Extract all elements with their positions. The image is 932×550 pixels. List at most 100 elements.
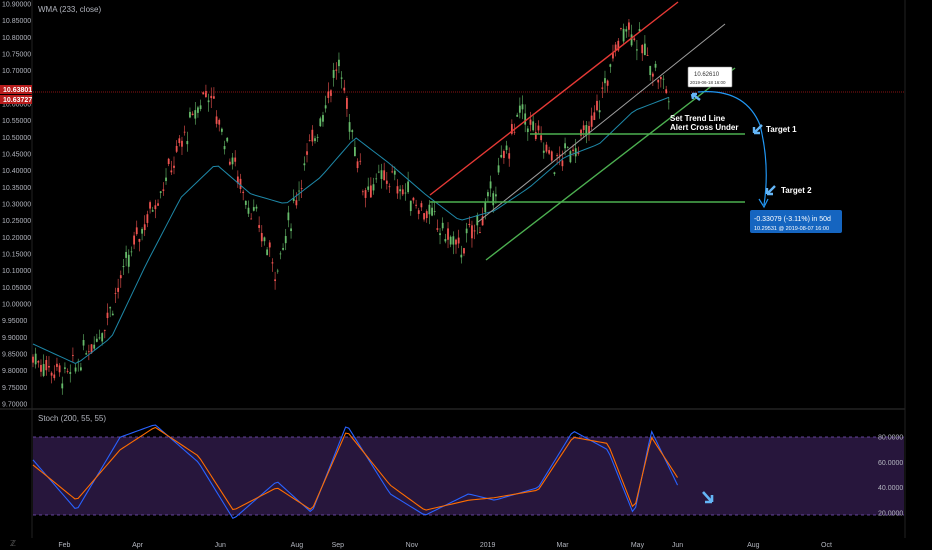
candle-body	[537, 125, 540, 131]
candle-body	[455, 239, 457, 245]
candle-body	[111, 313, 114, 316]
candle-body	[74, 367, 77, 372]
candle-body	[593, 112, 596, 120]
price-tick-label: 10.10000	[2, 268, 31, 275]
candle-body	[186, 141, 189, 145]
price-tick-label: 10.35000	[2, 185, 31, 192]
candle-body	[101, 333, 104, 342]
candle-body	[396, 186, 399, 194]
candle-body	[643, 43, 646, 56]
x-tick-label: Apr	[132, 542, 144, 549]
projection-curve[interactable]	[697, 91, 767, 206]
candle-body	[213, 96, 215, 99]
candle-body	[524, 113, 527, 125]
candle-body	[306, 151, 308, 155]
measure-box[interactable]: -0.33079 (-3.11%) in 50d 10.29531 @ 2019…	[750, 210, 842, 233]
candle-body	[292, 198, 295, 201]
svg-text:ℤ: ℤ	[10, 539, 16, 548]
stoch-tick-label: 20.0000	[878, 510, 903, 517]
candle-body	[444, 239, 447, 242]
candle-body	[191, 113, 194, 116]
x-tick-label: Jun	[215, 542, 226, 549]
trend-line-gray[interactable]	[477, 23, 726, 223]
candle-body	[646, 55, 649, 56]
wma-line	[32, 96, 670, 365]
zoom-icon[interactable]: ℤ	[10, 539, 16, 548]
stoch-tick-label: 80.0000	[878, 435, 903, 442]
candle-body	[119, 275, 122, 279]
candle-body	[385, 180, 388, 184]
x-tick-label: Oct	[821, 542, 832, 549]
candle-body	[521, 104, 524, 110]
candle-body	[274, 279, 276, 282]
candle-body	[258, 225, 261, 228]
price-tick-label: 10.20000	[2, 235, 31, 242]
candle-body	[401, 189, 404, 195]
candle-body	[393, 170, 396, 175]
annotation-set-trend-line: Set Trend Line	[670, 114, 726, 123]
candle-body	[582, 125, 585, 131]
candle-body	[667, 101, 670, 103]
candle-body	[662, 78, 665, 80]
candle-body	[141, 228, 143, 234]
candle-body	[364, 190, 367, 198]
price-pane[interactable]	[0, 0, 905, 408]
candle-body	[53, 374, 56, 379]
candle-body	[577, 152, 580, 154]
candle-body	[404, 192, 407, 194]
candle-body	[205, 90, 207, 98]
candle-body	[476, 215, 479, 226]
x-tick-label: May	[631, 542, 645, 549]
candle-body	[497, 165, 500, 173]
candle-body	[612, 53, 614, 59]
candle-body	[228, 161, 231, 165]
candle-body	[284, 236, 287, 244]
candle-body	[500, 154, 503, 158]
candle-body	[298, 190, 300, 192]
trend-line-red[interactable]	[429, 1, 679, 196]
candle-body	[146, 214, 149, 223]
candle-body	[566, 146, 569, 148]
candle-body	[375, 178, 378, 180]
candle-body	[604, 78, 606, 84]
candle-body	[175, 145, 178, 152]
candle-body	[231, 157, 234, 165]
candle-body	[250, 218, 253, 220]
candle-body	[263, 237, 266, 242]
candle-body	[181, 140, 183, 147]
candle-body	[290, 228, 292, 232]
x-tick-label: 2019	[480, 542, 496, 549]
candle-body	[518, 105, 521, 113]
candle-body	[236, 176, 239, 184]
candle-body	[234, 157, 237, 162]
candle-body	[287, 212, 290, 221]
candle-body	[351, 130, 354, 133]
candle-body	[183, 131, 186, 133]
trend-line-green[interactable]	[485, 67, 736, 261]
price-tick-label: 10.90000	[2, 2, 31, 9]
candle-body	[356, 161, 359, 169]
candle-body	[569, 151, 572, 163]
candle-body	[548, 150, 551, 154]
candle-body	[279, 253, 282, 255]
candle-body	[471, 225, 473, 239]
candle-body	[215, 116, 218, 124]
candle-body	[622, 28, 625, 42]
candle-body	[556, 155, 558, 156]
price-tick-label: 10.80000	[2, 35, 31, 42]
candle-body	[162, 189, 165, 191]
candle-body	[654, 63, 657, 68]
projection-box[interactable]: 10.62610 2019-06-18 16:00	[687, 66, 733, 88]
candle-body	[189, 111, 191, 118]
candle-body	[98, 337, 101, 339]
candle-body	[561, 160, 564, 167]
price-tick-label: 10.75000	[2, 52, 31, 59]
price-tick-label: 10.00000	[2, 302, 31, 309]
candle-body	[484, 201, 487, 213]
candle-body	[338, 59, 340, 67]
candle-body	[308, 140, 311, 142]
stoch-tick-label: 40.0000	[878, 485, 903, 492]
candle-body	[558, 154, 561, 156]
stoch-d-line	[32, 426, 679, 511]
